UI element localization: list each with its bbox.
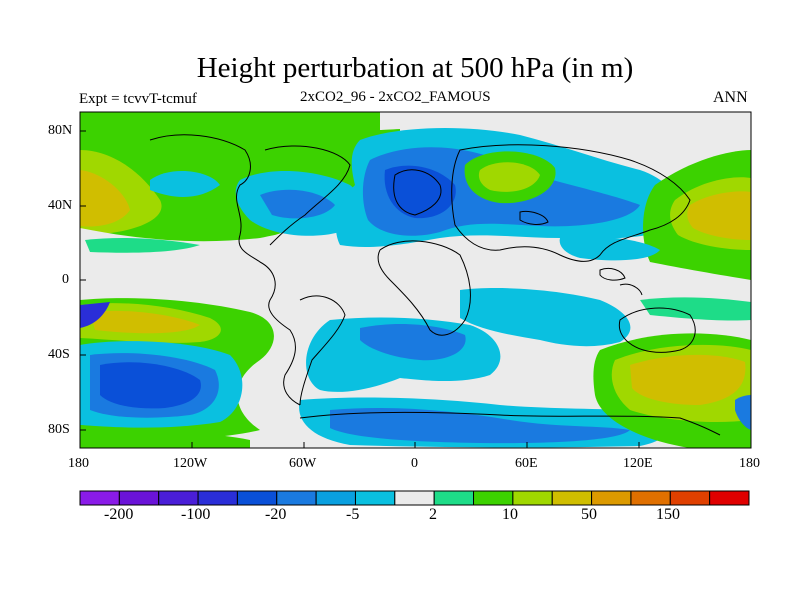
lat-label-80n: 80N bbox=[48, 123, 73, 138]
colorbar-label: -20 bbox=[265, 506, 287, 523]
colorbar-swatch bbox=[473, 490, 514, 506]
coastline-americas-west bbox=[149, 134, 301, 406]
colorbar-swatch bbox=[669, 490, 711, 506]
contour-yellowgreen-russia bbox=[478, 162, 540, 192]
contour-purple-south-pacific-edge bbox=[80, 302, 110, 328]
coastline-australia bbox=[618, 307, 696, 353]
coastline-europe bbox=[393, 169, 442, 216]
neutral-band-north bbox=[80, 228, 330, 265]
experiment-label: Expt = tcvvT-tcmuf bbox=[79, 91, 197, 107]
lat-label-80s: 80S bbox=[48, 422, 70, 437]
colorbar-label: -200 bbox=[104, 506, 134, 523]
contour-teal-pacific bbox=[85, 237, 200, 253]
contour-fields bbox=[80, 112, 751, 448]
contour-blue-south-atlantic bbox=[360, 324, 466, 361]
chart-subtitle: 2xCO2_96 - 2xCO2_FAMOUS bbox=[300, 89, 491, 105]
neutral-arctic bbox=[380, 112, 640, 137]
colorbar-label: 150 bbox=[656, 506, 680, 523]
colorbar-swatch bbox=[394, 490, 435, 506]
lon-label-120w: 120W bbox=[173, 456, 208, 471]
coastline-antarctica bbox=[299, 411, 721, 436]
season-label: ANN bbox=[713, 89, 748, 106]
colorbar-swatch bbox=[551, 490, 593, 506]
contour-blue-southeast-edge bbox=[735, 395, 751, 430]
contour-green-south-pacific-bottom bbox=[80, 425, 250, 448]
coastline-asia bbox=[451, 144, 691, 262]
colorbar-swatch bbox=[315, 490, 356, 506]
colorbar-swatch bbox=[709, 490, 750, 506]
lon-label-60w: 60W bbox=[289, 456, 317, 471]
contour-yellow-southeast-pacific bbox=[630, 354, 746, 405]
contour-blue-antarctic bbox=[330, 408, 630, 444]
contour-deepblue-south-pacific-low bbox=[100, 362, 201, 409]
colorbar-label: 50 bbox=[581, 506, 597, 523]
colorbar-label: -100 bbox=[181, 506, 211, 523]
contour-yellow-northeast-pacific bbox=[687, 191, 751, 240]
contour-blue-north-america bbox=[260, 189, 335, 219]
lon-label-120e: 120E bbox=[623, 456, 653, 471]
colorbar bbox=[79, 490, 750, 506]
lon-label-180e: 180 bbox=[739, 456, 760, 471]
lon-label-0: 0 bbox=[411, 456, 418, 471]
colorbar-label: 10 bbox=[502, 506, 518, 523]
lat-label-0: 0 bbox=[62, 272, 69, 287]
coastlines bbox=[149, 134, 721, 436]
chart-title: Height perturbation at 500 hPa (in m) bbox=[196, 52, 634, 84]
colorbar-swatch bbox=[236, 490, 278, 506]
contour-yellow-south-pacific bbox=[90, 310, 200, 334]
coastline-africa bbox=[377, 240, 471, 336]
colorbar-swatch bbox=[118, 490, 160, 506]
contour-cyan-indian bbox=[460, 288, 631, 347]
contour-teal-australia bbox=[640, 297, 751, 321]
colorbar-swatch bbox=[158, 490, 199, 506]
lon-label-60e: 60E bbox=[515, 456, 538, 471]
axis-ticks bbox=[79, 130, 752, 448]
contour-green-pacific-inner bbox=[200, 203, 242, 222]
colorbar-swatch bbox=[354, 490, 396, 506]
contour-deepblue-europe bbox=[384, 165, 456, 219]
coastline-islands bbox=[519, 211, 643, 296]
colorbar-label: 2 bbox=[429, 506, 437, 523]
colorbar-label: -5 bbox=[346, 506, 360, 523]
contour-cyan-alaska bbox=[150, 170, 220, 197]
colorbar-swatch bbox=[630, 490, 671, 506]
lat-label-40s: 40S bbox=[48, 347, 70, 362]
coastline-americas-east bbox=[264, 145, 351, 406]
lat-label-40n: 40N bbox=[48, 198, 73, 213]
contour-cyan-india bbox=[559, 236, 660, 261]
colorbar-swatch bbox=[197, 490, 238, 506]
contour-yellow-north-pacific bbox=[80, 170, 130, 227]
colorbar-swatch bbox=[276, 490, 317, 506]
colorbar-swatch bbox=[433, 490, 475, 506]
lon-label-180w: 180 bbox=[68, 456, 89, 471]
colorbar-swatch bbox=[512, 490, 553, 506]
colorbar-swatch bbox=[79, 490, 120, 506]
colorbar-swatch bbox=[591, 490, 632, 506]
